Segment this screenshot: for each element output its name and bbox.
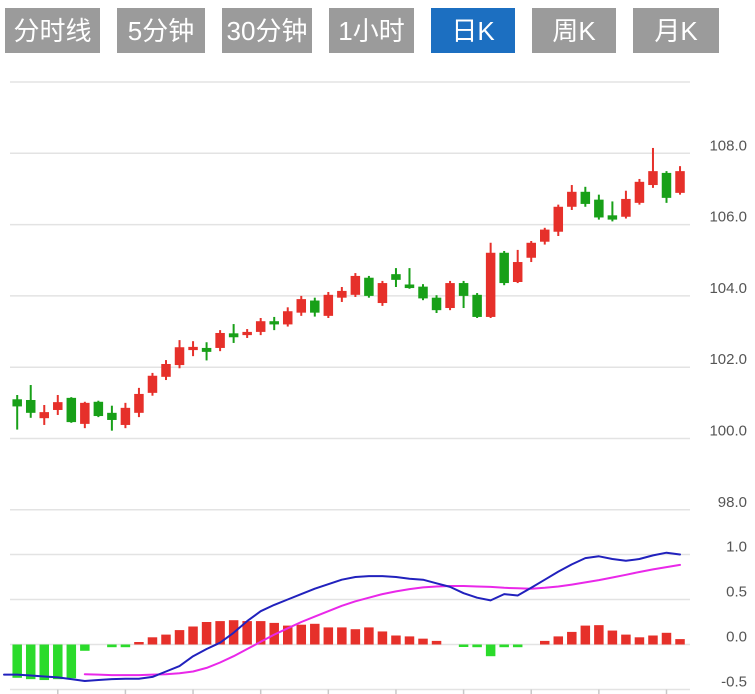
macd-histogram (12, 620, 685, 681)
svg-text:100.0: 100.0 (709, 423, 747, 440)
timeframe-tabbar: 分时线 5分钟 30分钟 1小时 日K 周K 月K (5, 8, 719, 53)
svg-text:102.0: 102.0 (709, 351, 747, 368)
svg-text:98.0: 98.0 (718, 494, 747, 511)
tab-30min[interactable]: 30分钟 (222, 8, 312, 53)
candlestick-series (12, 147, 685, 431)
tab-1hour[interactable]: 1小时 (329, 8, 414, 53)
svg-text:0.5: 0.5 (726, 584, 747, 601)
tab-time-line[interactable]: 分时线 (5, 8, 100, 53)
svg-text:108.0: 108.0 (709, 137, 747, 154)
svg-text:1.0: 1.0 (726, 539, 747, 556)
grid-lines (10, 81, 690, 694)
svg-text:104.0: 104.0 (709, 280, 747, 297)
svg-text:106.0: 106.0 (709, 209, 747, 226)
dea-line (83, 563, 681, 677)
dif-line (3, 551, 681, 682)
svg-text:-0.5: -0.5 (721, 674, 747, 691)
tab-5min[interactable]: 5分钟 (117, 8, 205, 53)
tab-monthly-k[interactable]: 月K (633, 8, 719, 53)
price-axis-labels: 108.0 106.0 104.0 102.0 100.0 98.0 (709, 137, 747, 511)
macd-axis-labels: 1.0 0.5 0.0 -0.5 (721, 539, 747, 691)
svg-text:0.0: 0.0 (726, 629, 747, 646)
tab-weekly-k[interactable]: 周K (532, 8, 616, 53)
tab-daily-k[interactable]: 日K (431, 8, 515, 53)
